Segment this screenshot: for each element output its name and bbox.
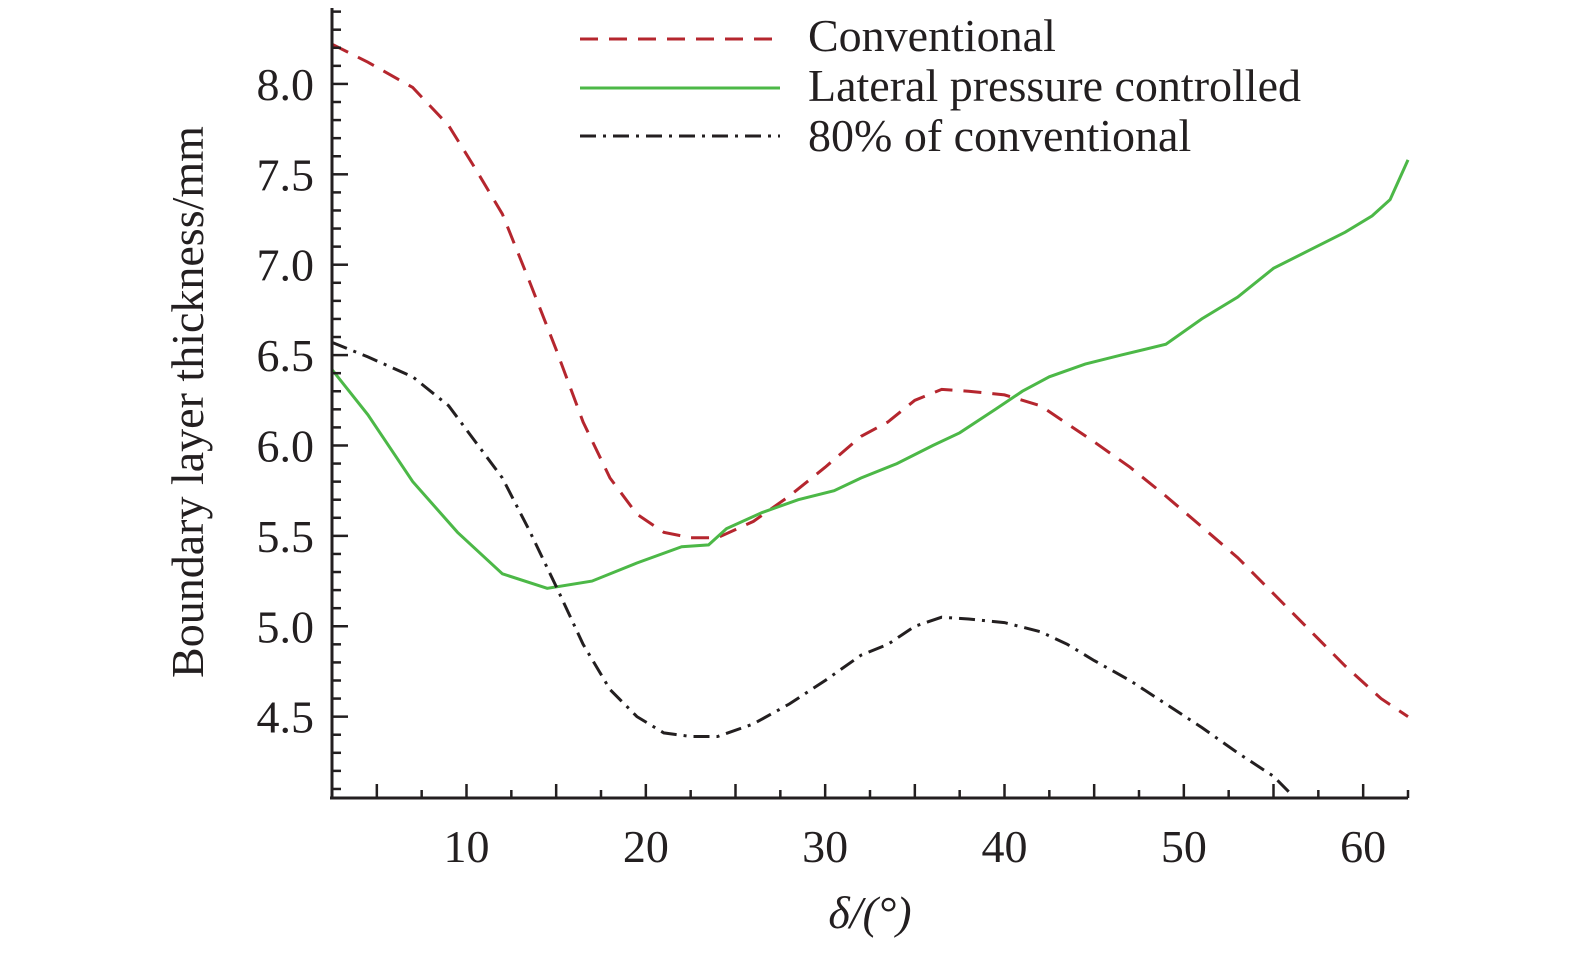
y-tick-label: 5.5 [257,511,315,562]
x-tick-label: 50 [1161,821,1207,872]
x-ticks: 10 20 30 40 50 60 [375,784,1410,872]
x-tick-label: 20 [623,821,669,872]
x-tick-label: 60 [1340,821,1386,872]
series-line-conventional [331,42,1409,718]
y-tick-label: 4.5 [257,692,315,743]
legend-label-80-percent-of-conventional: 80% of conventional [808,110,1191,161]
y-tick-label: 7.5 [257,149,315,200]
y-ticks: 4.5 5.0 5.5 6.0 6.5 7.0 7.5 8.0 [257,10,348,791]
axes: 4.5 5.0 5.5 6.0 6.5 7.0 7.5 8.0 10 20 30 40 50 60 [257,8,1410,872]
y-tick-label: 5.0 [257,601,315,652]
legend: Conventional Lateral pressure controlled… [580,10,1301,161]
y-tick-label: 6.0 [257,420,315,471]
y-tick-label: 8.0 [257,59,315,110]
series-line-lateral-pressure-controlled [330,159,1410,590]
x-tick-label: 40 [982,821,1028,872]
y-axis-title: Boundary layer thickness/mm [162,126,213,678]
y-tick-label: 7.0 [257,240,315,291]
x-tick-label: 30 [802,821,848,872]
legend-label-conventional: Conventional [808,10,1056,61]
x-axis-title: δ/(°) [828,887,911,938]
legend-label-lateral-pressure-controlled: Lateral pressure controlled [808,60,1301,111]
x-tick-label: 10 [444,821,490,872]
y-tick-label: 6.5 [257,330,315,381]
series-layer [330,42,1410,796]
series-line-80-percent-of-conventional [331,341,1293,796]
